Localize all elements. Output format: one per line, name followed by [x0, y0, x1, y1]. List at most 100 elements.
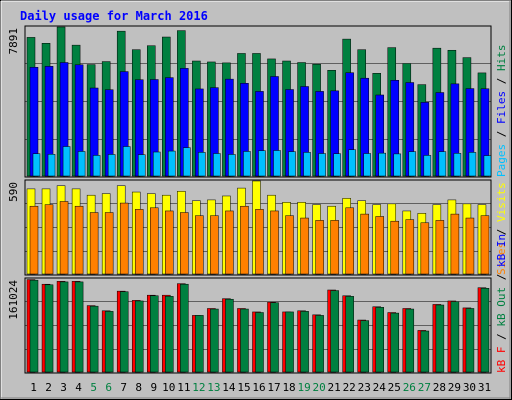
bar-sites	[405, 219, 415, 275]
day-label: 17	[267, 381, 280, 394]
bar-pages	[198, 152, 206, 177]
day-label: 10	[162, 381, 175, 394]
bar-sites	[315, 220, 324, 275]
day-label: 28	[433, 381, 446, 394]
bar-sites	[89, 212, 99, 275]
day-label: 27	[418, 381, 431, 394]
day-label: 29	[448, 381, 461, 394]
bar-sites	[74, 205, 84, 275]
bar-pages	[333, 153, 341, 177]
day-label: 16	[252, 381, 265, 394]
bar-pages	[183, 147, 191, 177]
bar-kb-out	[255, 312, 264, 373]
bar-sites	[360, 213, 369, 275]
bar-kb-out	[89, 305, 99, 373]
bar-sites	[240, 205, 249, 275]
day-label: 18	[282, 381, 295, 394]
bar-kb-out	[390, 312, 400, 373]
bar-kb-out	[465, 308, 475, 373]
bar-kb-out	[195, 315, 204, 373]
bar-sites	[300, 217, 309, 275]
bar-sites	[134, 209, 144, 275]
ymax-label-visits-sites: 590	[7, 182, 20, 202]
legend-pages-files-hits: Pages / Files / Hits	[495, 45, 508, 178]
legend-item: /	[495, 327, 508, 340]
bar-pages	[62, 146, 71, 177]
day-label: 23	[358, 381, 371, 394]
bar-kb-out	[240, 308, 249, 373]
bar-pages	[273, 150, 281, 177]
bar-sites	[330, 220, 339, 275]
day-label: 11	[177, 381, 190, 394]
bar-kb-out	[480, 288, 490, 373]
bar-pages	[213, 153, 221, 177]
ymax-label-kb-in-out: 161024	[7, 280, 20, 320]
bar-sites	[119, 202, 129, 275]
day-label: 13	[207, 381, 220, 394]
bar-sites	[435, 220, 445, 275]
bar-sites	[420, 222, 430, 275]
bar-pages	[303, 152, 311, 177]
bar-pages	[408, 151, 417, 177]
day-label: 5	[90, 381, 97, 394]
bar-sites	[270, 210, 279, 275]
bar-kb-out	[225, 298, 234, 373]
bar-kb-out	[435, 304, 445, 373]
bar-sites	[180, 212, 189, 275]
day-label: 25	[388, 381, 401, 394]
legend-item: Pages	[495, 137, 508, 177]
bar-pages	[438, 151, 447, 177]
legend-kb-in-out: kB F / kB Out / kB In	[495, 234, 508, 373]
bar-kb-out	[345, 296, 354, 373]
bar-sites	[44, 204, 54, 275]
legend-item: kB Out	[495, 280, 508, 326]
bar-sites	[345, 207, 354, 275]
bar-pages	[107, 154, 116, 177]
bar-kb-out	[29, 279, 39, 373]
bar-kb-out	[360, 320, 369, 373]
bar-pages	[77, 151, 86, 177]
legend-item: /	[495, 124, 508, 137]
bar-kb-out	[450, 301, 460, 373]
bar-sites	[195, 215, 204, 275]
bar-sites	[59, 201, 69, 275]
bar-pages	[468, 152, 477, 177]
legend-item: kB In	[495, 234, 508, 267]
bar-pages	[393, 153, 402, 177]
bar-kb-out	[420, 330, 430, 373]
bar-kb-out	[150, 295, 159, 373]
day-label: 4	[75, 381, 82, 394]
day-label: 7	[120, 381, 127, 394]
day-label: 19	[297, 381, 310, 394]
bar-sites	[150, 207, 159, 275]
bar-kb-out	[315, 315, 324, 373]
day-label: 6	[105, 381, 112, 394]
day-label: 31	[478, 381, 491, 394]
day-label: 20	[313, 381, 326, 394]
legend-item: /	[495, 222, 508, 235]
day-label: 22	[343, 381, 356, 394]
bar-kb-out	[270, 302, 279, 373]
bar-sites	[390, 220, 400, 275]
bar-pages	[318, 153, 326, 177]
chart-title: Daily usage for March 2016	[20, 9, 208, 23]
bar-kb-out	[330, 290, 339, 373]
bar-pages	[168, 150, 176, 177]
bar-kb-out	[405, 308, 415, 373]
day-label: 21	[328, 381, 341, 394]
bar-kb-out	[180, 283, 189, 373]
day-label: 24	[373, 381, 387, 394]
legend-item: /	[495, 267, 508, 280]
bar-sites	[480, 215, 490, 275]
bar-pages	[258, 150, 266, 177]
bar-kb-out	[300, 311, 309, 373]
day-label: 8	[135, 381, 142, 394]
bar-sites	[29, 205, 39, 275]
legend-visits-sites: Sites / Visits	[495, 182, 508, 275]
legend-item: Sites	[495, 235, 508, 275]
legend-item: Visits	[495, 182, 508, 222]
bar-kb-out	[285, 311, 294, 373]
bar-kb-out	[134, 300, 144, 373]
bar-kb-out	[210, 308, 219, 373]
day-label: 12	[192, 381, 205, 394]
